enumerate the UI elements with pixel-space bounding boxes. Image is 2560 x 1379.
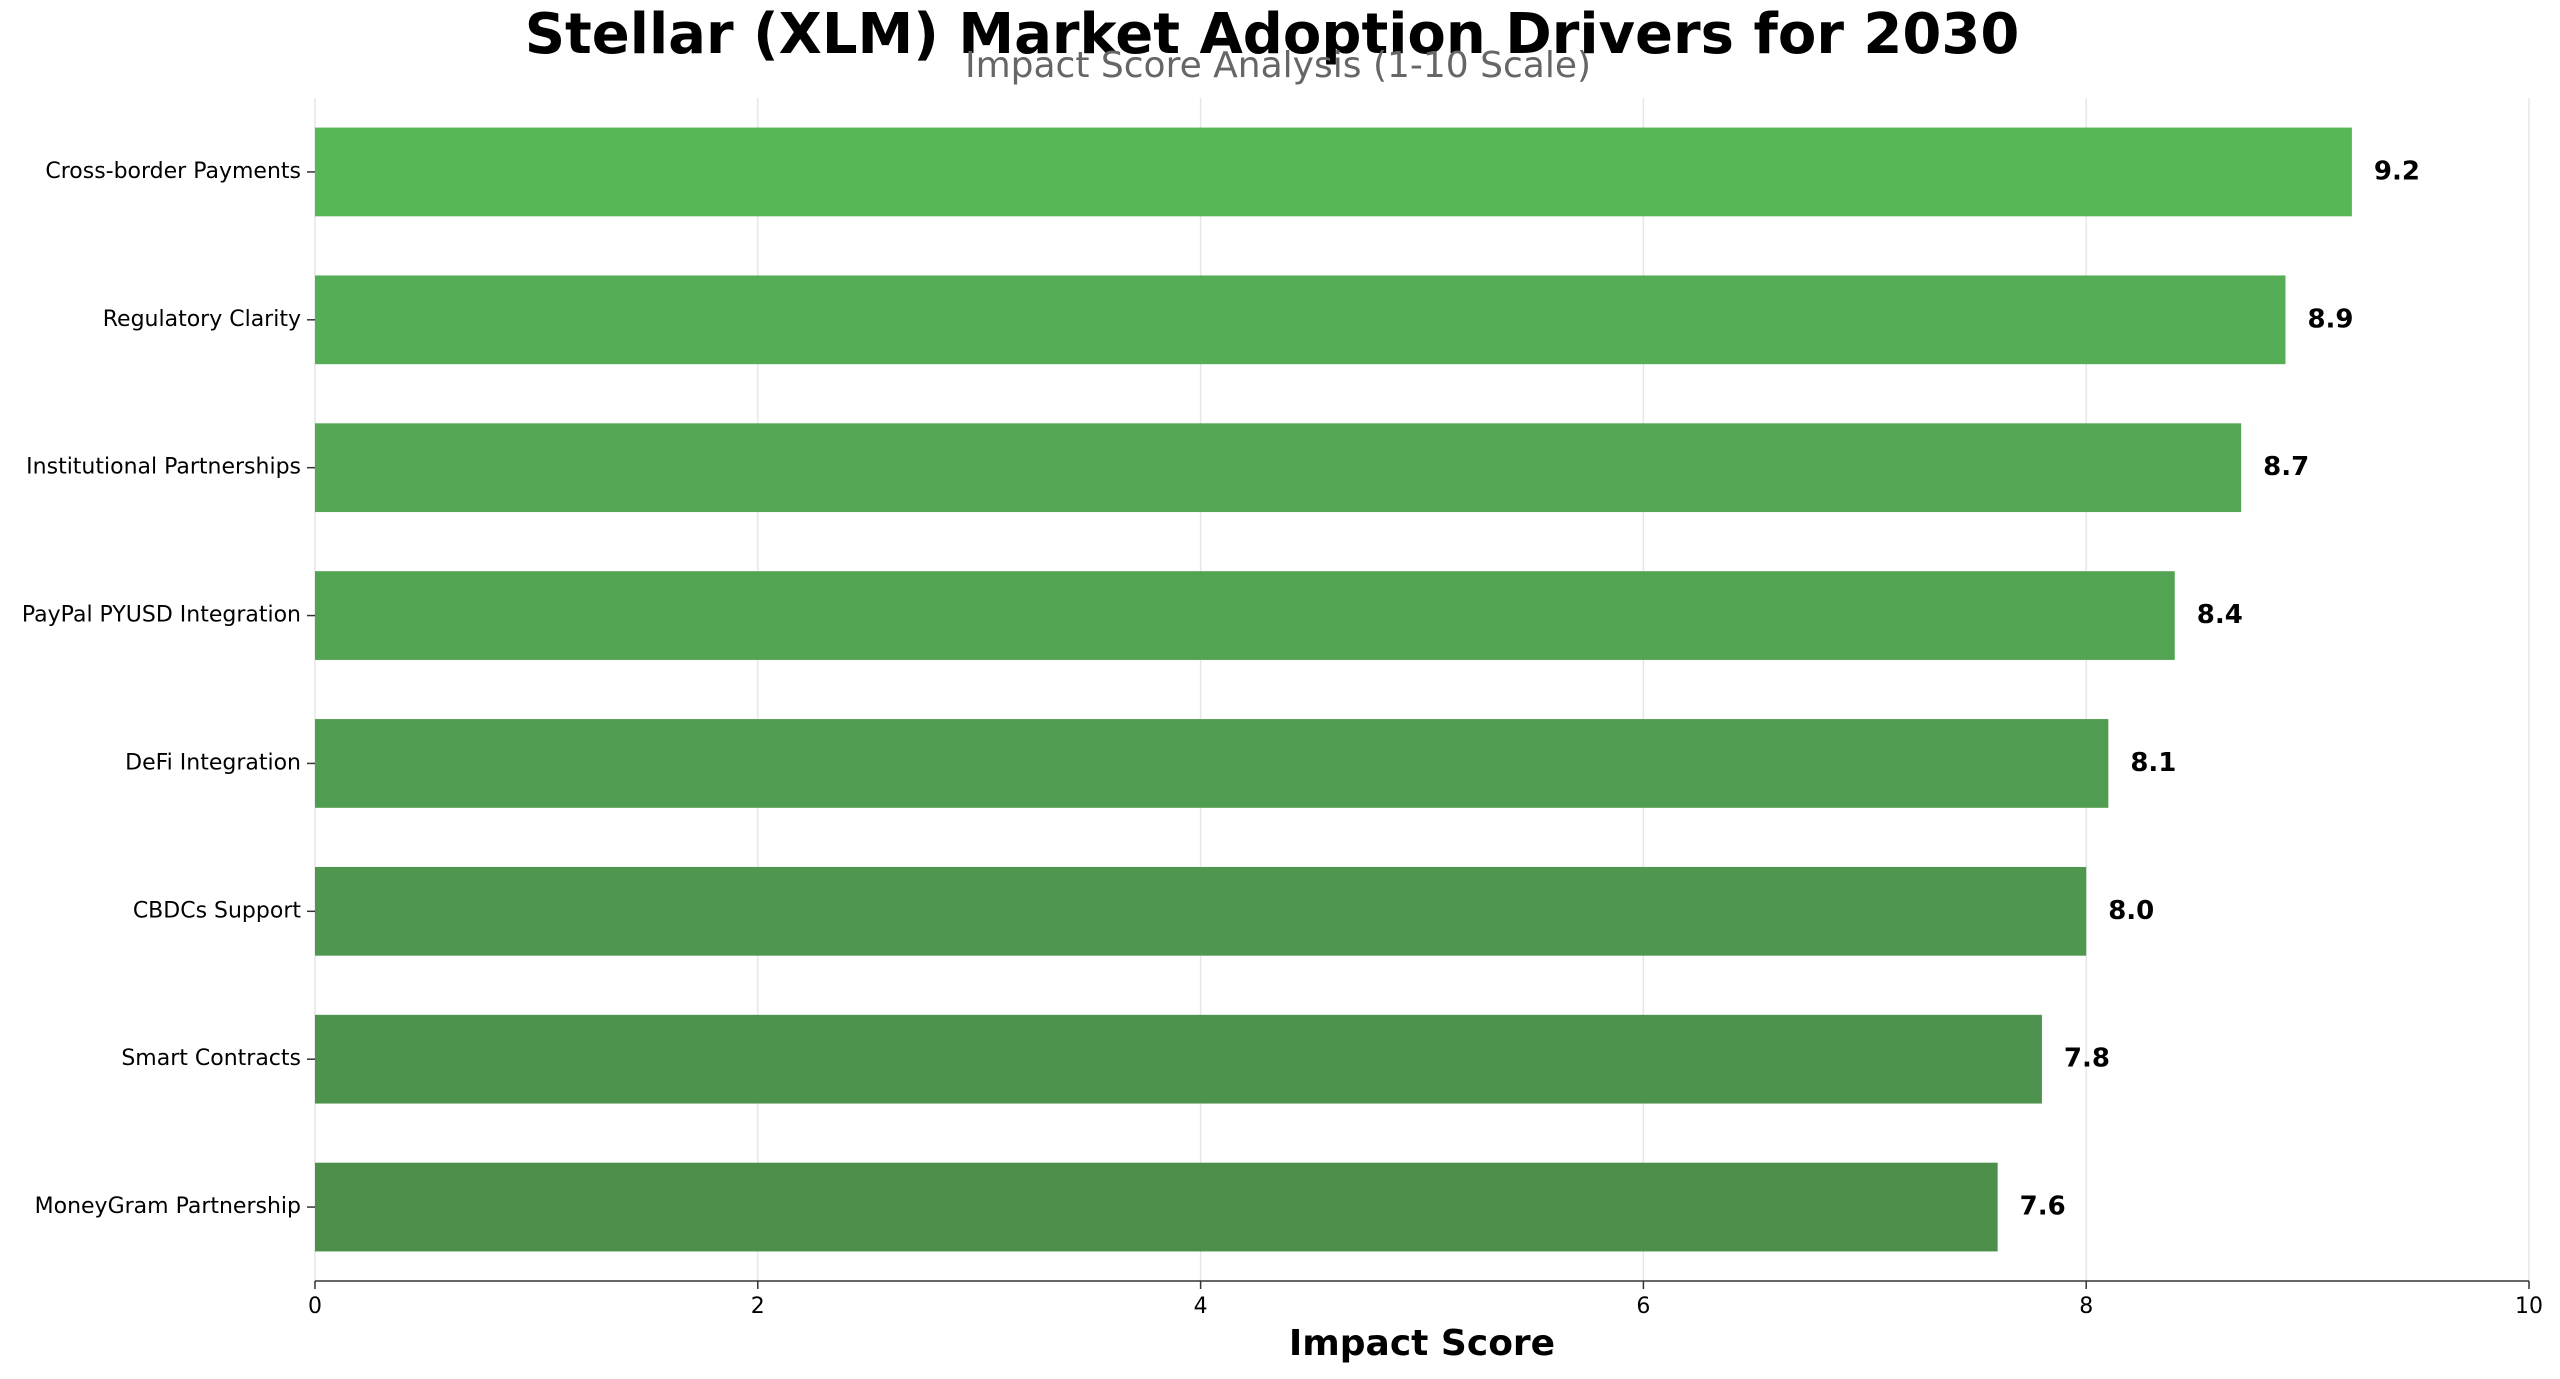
value-label: 8.4 [2197,600,2243,630]
value-label: 7.6 [2020,1192,2066,1222]
y-tick-label: Cross-border Payments [45,159,301,184]
bar [315,571,2175,660]
x-tick-label: 8 [2079,1294,2093,1319]
bar [315,275,2286,365]
x-tick-label: 6 [1636,1294,1650,1319]
x-tick-label: 10 [2515,1294,2543,1319]
chart-subtitle: Impact Score Analysis (1-10 Scale) [965,45,1591,86]
x-axis-label: Impact Score [1289,1323,1555,1364]
chart-title: Stellar (XLM) Market Adoption Drivers fo… [525,2,2020,67]
y-tick-label: Institutional Partnerships [26,455,301,480]
bar [315,719,2109,808]
y-tick-label: DeFi Integration [125,750,301,775]
x-tick-label: 2 [751,1294,765,1319]
value-label: 8.7 [2263,452,2309,482]
bar [315,866,2087,956]
bar [315,1162,1998,1252]
value-label: 8.1 [2130,748,2176,778]
value-label: 9.2 [2374,156,2420,186]
value-label: 8.9 [2307,304,2353,334]
bar [315,1014,2042,1104]
x-tick-label: 0 [308,1294,322,1319]
bar [315,423,2242,513]
bar [315,127,2352,217]
value-label: 7.8 [2064,1044,2110,1074]
y-tick-label: PayPal PYUSD Integration [22,603,301,628]
value-label: 8.0 [2108,896,2154,926]
y-tick-label: Smart Contracts [121,1046,301,1071]
y-tick-label: CBDCs Support [133,898,302,923]
y-tick-label: Regulatory Clarity [103,307,301,332]
x-tick-label: 4 [1194,1294,1208,1319]
y-tick-label: MoneyGram Partnership [35,1194,301,1219]
